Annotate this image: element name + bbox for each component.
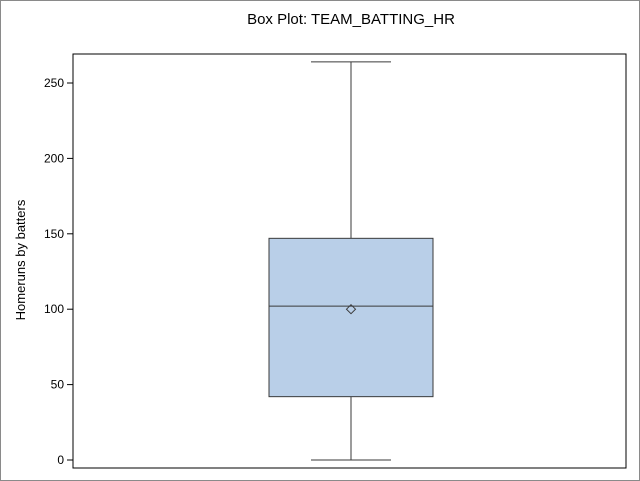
y-axis-label: Homeruns by batters: [13, 199, 28, 320]
interquartile-box: [268, 237, 434, 398]
y-tick-label: 50: [51, 378, 65, 392]
y-tick-label: 0: [57, 453, 64, 467]
y-tick-label: 200: [44, 151, 64, 165]
y-tick-label: 150: [44, 227, 64, 241]
y-axis: 0 50 100 150 200 250: [44, 76, 73, 467]
y-tick-label: 250: [44, 76, 64, 90]
box-plot: [268, 61, 434, 461]
y-tick-label: 100: [44, 302, 64, 316]
mean-marker: [345, 303, 357, 315]
chart-title: Box Plot: TEAM_BATTING_HR: [247, 11, 455, 28]
